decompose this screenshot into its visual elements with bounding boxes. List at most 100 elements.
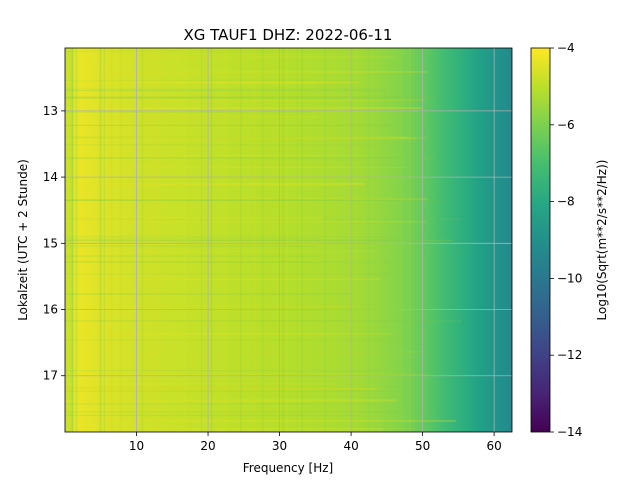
heatmap-streak: [65, 261, 400, 263]
x-tick-label: 30: [272, 439, 287, 453]
heatmap-column: [286, 48, 289, 432]
colorbar-ticks: −4 −6 −8 −10 −12 −14: [550, 41, 582, 439]
heatmap-column: [76, 48, 78, 432]
heatmap-streak: [65, 137, 397, 139]
heatmap-streak: [65, 237, 319, 239]
heatmap-streak: [65, 411, 437, 413]
heatmap-streak: [65, 370, 382, 372]
heatmap-column: [70, 48, 71, 432]
heatmap-streak: [65, 221, 427, 223]
heatmap-background: [65, 48, 512, 432]
heatmap-streak: [65, 96, 435, 98]
heatmap-column: [361, 48, 363, 432]
heatmap-streak: [65, 306, 355, 307]
heatmap-column: [282, 48, 285, 432]
x-tick-label: 40: [343, 439, 358, 453]
heatmap-streak: [65, 167, 408, 168]
x-tick-label: 50: [415, 439, 430, 453]
heatmap-column: [352, 48, 354, 432]
heatmap-streak: [65, 81, 333, 83]
heatmap-streak: [65, 260, 315, 262]
y-axis-label: Lokalzeit (UTC + 2 Stunde): [16, 159, 30, 321]
heatmap-column: [400, 48, 402, 432]
x-axis: 10 20 30 40 50 60: [129, 432, 502, 453]
heatmap-streak: [65, 419, 456, 422]
heatmap-streak: [65, 157, 434, 159]
heatmap-column: [111, 48, 113, 432]
heatmap-streak: [65, 56, 395, 58]
colorbar-tick-label: −6: [557, 118, 575, 132]
heatmap-streak: [65, 96, 425, 99]
heatmap-column: [152, 48, 153, 432]
heatmap-streak: [65, 183, 362, 185]
heatmap-streak: [65, 278, 380, 280]
heatmap-streak: [65, 428, 383, 431]
heatmap-column: [262, 48, 264, 432]
heatmap-column: [224, 48, 226, 432]
y-axis: 13 14 15 16 17: [43, 104, 65, 383]
y-tick-label: 17: [43, 369, 58, 383]
colorbar-tick-label: −12: [557, 348, 582, 362]
heatmap-column: [301, 48, 303, 432]
heatmap-streak: [65, 183, 366, 186]
heatmap-streak: [65, 115, 319, 118]
colorbar-label: Log10(Sqrt(m**2/s**2/Hz)): [595, 160, 609, 321]
heatmap-streak: [65, 144, 374, 146]
heatmap-column: [156, 48, 158, 432]
heatmap-streak: [65, 155, 365, 157]
heatmap-streak: [65, 166, 349, 168]
heatmap-column: [120, 48, 122, 432]
colorbar-tick-label: −10: [557, 271, 582, 285]
heatmap-column: [239, 48, 242, 432]
heatmap-streak: [65, 414, 362, 417]
heatmap-streak: [65, 50, 368, 53]
x-axis-label: Frequency [Hz]: [243, 461, 334, 475]
heatmap-streak: [65, 136, 410, 139]
y-tick-label: 13: [43, 104, 58, 118]
heatmap-streak: [65, 387, 385, 389]
heatmap-streak: [65, 235, 383, 236]
heatmap-column: [141, 48, 144, 432]
heatmap-column: [103, 48, 105, 432]
heatmap-column: [114, 48, 116, 432]
chart-title: XG TAUF1 DHZ: 2022-06-11: [184, 26, 393, 44]
heatmap-streak: [65, 218, 461, 220]
heatmap-column: [367, 48, 369, 432]
heatmap-streak: [65, 403, 382, 405]
heatmap-streak: [65, 184, 347, 186]
heatmap-column: [71, 48, 73, 432]
heatmap-column: [185, 48, 186, 432]
heatmap-column: [99, 48, 100, 432]
heatmap-streak: [65, 339, 413, 341]
heatmap-streak: [65, 136, 441, 138]
heatmap-column: [100, 48, 102, 432]
heatmap-streak: [65, 239, 453, 242]
heatmap-streak: [65, 89, 386, 92]
colorbar-tick-label: −4: [557, 41, 575, 55]
heatmap-streak: [65, 88, 375, 90]
heatmap-column: [71, 48, 74, 432]
y-tick-label: 15: [43, 236, 58, 250]
heatmap-streak: [65, 124, 394, 126]
heatmap-streak: [65, 386, 424, 388]
heatmap-streaks: [65, 48, 462, 432]
heatmap-streak: [65, 138, 416, 140]
heatmap-streak: [65, 293, 353, 295]
x-tick-label: 60: [486, 439, 501, 453]
heatmap-streak: [65, 391, 400, 392]
heatmap-streak: [65, 137, 427, 139]
heatmap-streak: [65, 428, 414, 430]
heatmap-streak: [65, 199, 441, 201]
heatmap-streak: [65, 250, 377, 252]
heatmap-streak: [65, 245, 317, 247]
heatmap-column: [239, 48, 242, 432]
heatmap-column: [200, 48, 203, 432]
heatmap-column: [253, 48, 255, 432]
heatmap-streak: [65, 273, 415, 275]
heatmap-streak: [65, 333, 394, 335]
heatmap-streak: [65, 198, 429, 201]
heatmap-streak: [65, 373, 429, 376]
heatmap-streak: [65, 399, 397, 402]
colorbar-tick-label: −8: [557, 195, 575, 209]
y-tick-label: 16: [43, 303, 58, 317]
